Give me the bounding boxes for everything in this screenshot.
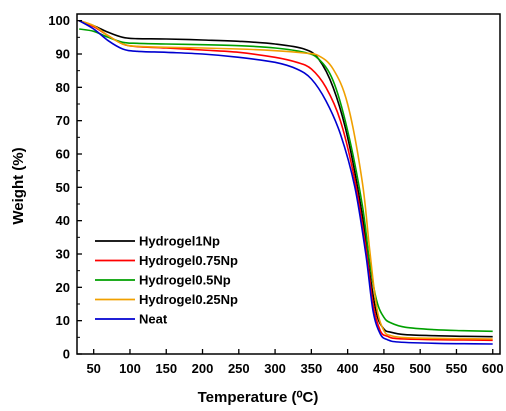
legend-label-0: Hydrogel1Np [139, 234, 220, 249]
x-tick-label: 150 [155, 361, 177, 376]
x-tick-label: 50 [86, 361, 100, 376]
x-tick-label: 100 [119, 361, 141, 376]
y-tick-label: 50 [56, 180, 70, 195]
y-tick-label: 10 [56, 313, 70, 328]
y-tick-label: 20 [56, 280, 70, 295]
legend-label-4: Neat [139, 312, 168, 327]
y-tick-label: 30 [56, 247, 70, 262]
legend: Hydrogel1Np Hydrogel0.75Np Hydrogel0.5Np Hy… [95, 234, 238, 327]
series-line-0 [79, 21, 493, 337]
x-tick-label: 250 [228, 361, 250, 376]
x-tick-label: 450 [373, 361, 395, 376]
legend-label-1: Hydrogel0.75Np [139, 253, 238, 268]
x-tick-label: 300 [264, 361, 286, 376]
y-axis-title: Weight (%) [10, 147, 27, 224]
legend-label-3: Hydrogel0.25Np [139, 292, 238, 307]
x-axis-title: Temperature (⁰C) [198, 389, 319, 406]
y-tick-label: 60 [56, 147, 70, 162]
y-tick-label: 70 [56, 113, 70, 128]
y-tick-label: 40 [56, 213, 70, 228]
x-tick-label: 600 [482, 361, 504, 376]
x-tick-label: 400 [337, 361, 359, 376]
x-tick-label: 550 [446, 361, 468, 376]
x-tick-label: 200 [192, 361, 214, 376]
y-tick-label: 100 [48, 13, 70, 28]
x-tick-label: 500 [409, 361, 431, 376]
x-tick-label: 350 [301, 361, 323, 376]
x-axis: 50 100 150 200 250 300 350 400 450 500 550 600 [86, 349, 503, 376]
y-tick-label: 80 [56, 80, 70, 95]
legend-label-2: Hydrogel0.5Np [139, 273, 231, 288]
y-tick-label: 0 [63, 347, 70, 362]
y-tick-label: 90 [56, 47, 70, 62]
